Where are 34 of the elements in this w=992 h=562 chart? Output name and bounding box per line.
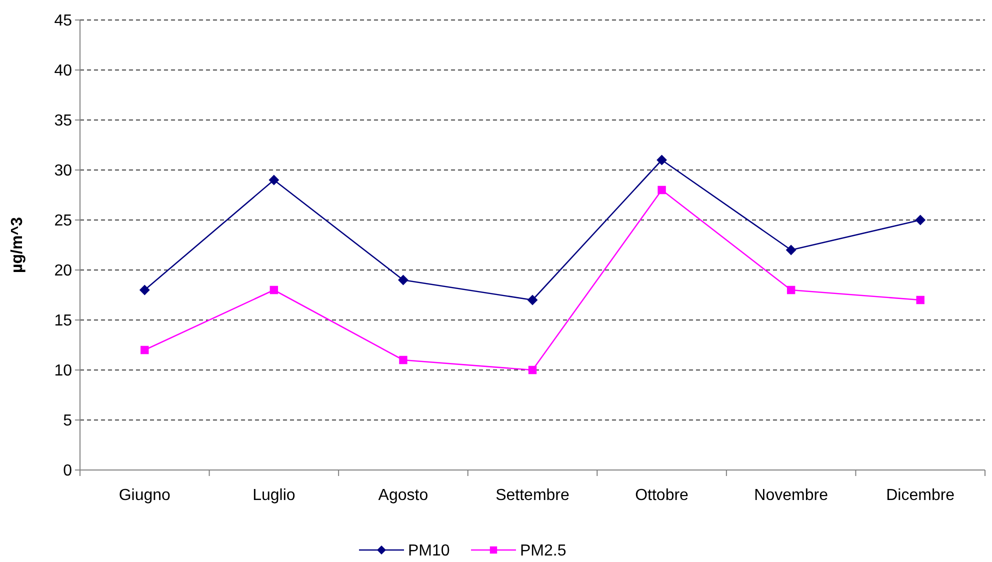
x-tick-label: Settembre <box>496 487 570 504</box>
point <box>916 296 924 304</box>
y-tick-label: 10 <box>54 362 72 380</box>
legend-label: PM10 <box>408 542 450 560</box>
point <box>528 295 538 305</box>
point <box>140 346 149 354</box>
point <box>915 215 926 225</box>
point <box>398 275 408 285</box>
y-tick-label: 5 <box>63 412 72 430</box>
point <box>786 286 796 294</box>
legend-label: PM2.5 <box>520 542 566 560</box>
y-tick-label: 25 <box>54 212 72 230</box>
point <box>528 366 537 374</box>
point <box>658 186 666 194</box>
point <box>268 175 279 185</box>
x-tick-label: Ottobre <box>635 487 689 504</box>
point <box>399 356 408 364</box>
y-tick-label: 0 <box>63 462 72 480</box>
x-tick-label: Dicembre <box>886 487 955 504</box>
x-tick-label: Luglio <box>252 487 296 504</box>
y-axis-title: µg/m^3 <box>9 216 26 273</box>
y-tick-label: 40 <box>54 62 72 80</box>
x-tick-label: Giugno <box>118 487 171 504</box>
point <box>786 245 796 255</box>
y-tick-label: 35 <box>54 112 72 130</box>
y-tick-label: 45 <box>54 12 72 30</box>
point <box>270 286 278 294</box>
x-tick-label: Agosto <box>378 487 428 504</box>
y-tick-label: 15 <box>54 312 72 330</box>
x-tick-label: Novembre <box>754 487 828 504</box>
point <box>140 285 150 295</box>
point <box>656 155 667 165</box>
y-tick-label: 30 <box>54 162 72 180</box>
y-tick-label: 20 <box>54 262 72 280</box>
